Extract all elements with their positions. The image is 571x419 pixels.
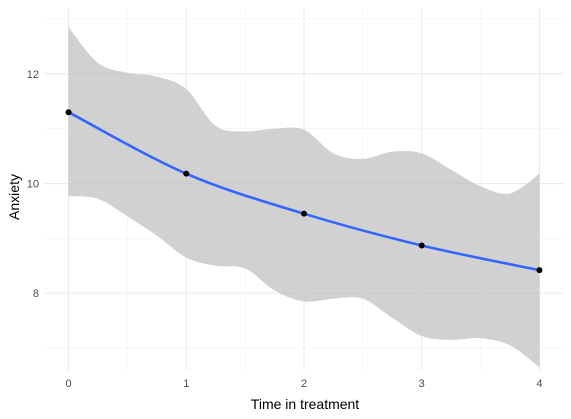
- x-tick-label: 0: [65, 378, 71, 390]
- x-tick-label: 1: [183, 378, 189, 390]
- x-tick-labels: 0 1 2 3 4: [65, 378, 542, 390]
- x-tick-label: 3: [419, 378, 425, 390]
- data-point: [418, 242, 425, 249]
- confidence-band: [68, 27, 540, 368]
- x-tick-label: 4: [536, 378, 542, 390]
- data-points: [65, 109, 543, 274]
- y-tick-label: 10: [27, 179, 39, 191]
- data-point: [301, 210, 307, 217]
- y-tick-label: 8: [33, 288, 39, 300]
- y-axis-title: Anxiety: [6, 174, 22, 220]
- data-point: [536, 267, 543, 274]
- confidence-band-area: [68, 27, 540, 368]
- x-tick-label: 2: [301, 378, 307, 390]
- y-tick-labels: 8 10 12: [27, 69, 39, 300]
- data-point: [183, 170, 190, 177]
- y-tick-label: 12: [27, 69, 39, 81]
- data-point: [65, 109, 72, 116]
- x-axis-title: Time in treatment: [251, 396, 360, 412]
